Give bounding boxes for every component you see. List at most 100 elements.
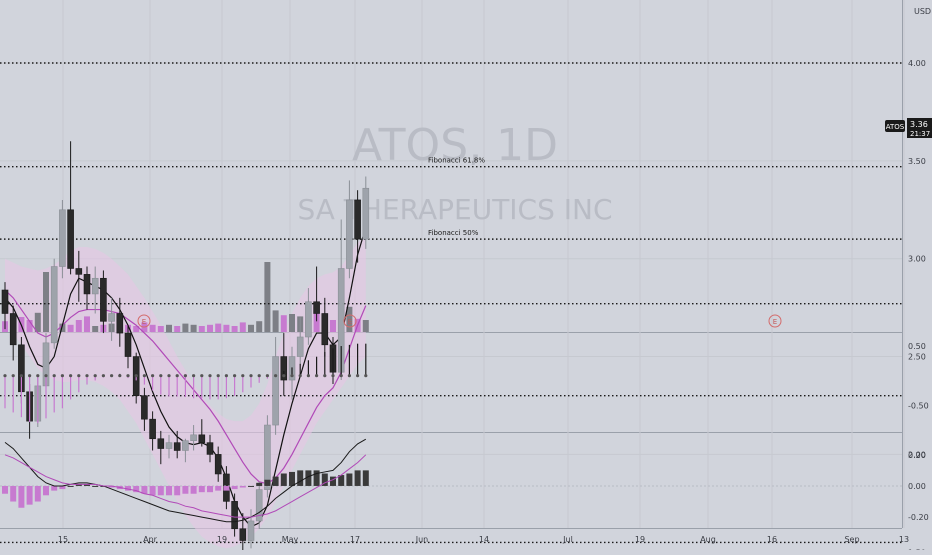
macd-histogram-bar <box>2 485 8 494</box>
candle-body[interactable] <box>157 438 165 449</box>
oscillator-dot <box>183 374 187 378</box>
volume-bar <box>182 323 189 332</box>
candle-body[interactable] <box>83 274 91 295</box>
time-axis[interactable]: 15 Apr 19 May 17 Jun 14 Jul 19 Aug 16 Sep 13 <box>58 535 909 544</box>
candle-body[interactable] <box>296 336 304 357</box>
macd-histogram-bar <box>166 485 172 496</box>
volume-bar <box>75 320 82 332</box>
macd-histogram-bar <box>84 484 90 486</box>
macd-histogram-bar <box>223 485 230 491</box>
oscillator-dot <box>77 374 81 378</box>
price-tag-countdown: 21:37 <box>910 130 930 138</box>
macd-histogram-bar <box>92 485 99 487</box>
oscillator-dot <box>134 374 138 378</box>
macd-histogram-bar <box>182 485 189 494</box>
candle-body[interactable] <box>198 434 206 443</box>
candle-body[interactable] <box>354 199 361 240</box>
macd-histogram-bar <box>141 485 148 494</box>
candle-body[interactable] <box>255 489 263 522</box>
candle-body[interactable] <box>116 313 124 334</box>
oscillator-dot <box>265 374 269 378</box>
candle-body[interactable] <box>214 454 222 475</box>
oscillator-dot <box>93 374 97 378</box>
macd-histogram-bar <box>215 485 222 491</box>
macd-tick-label: 0.00 <box>908 482 926 491</box>
oscillator-dot <box>290 374 294 378</box>
candle-body[interactable] <box>50 266 58 344</box>
candle-body[interactable] <box>182 440 189 451</box>
level-label: Fibonacci 50% <box>428 229 479 237</box>
earnings-marker-label: E <box>348 318 352 326</box>
oscillator-dot <box>347 374 351 378</box>
oscillator-pane[interactable] <box>3 343 368 424</box>
oscillator-dot <box>118 374 122 378</box>
price-tag-value: 3.36 <box>910 120 928 129</box>
candle-body[interactable] <box>231 501 238 530</box>
macd-pane[interactable] <box>0 438 902 523</box>
candle-body[interactable] <box>346 199 353 269</box>
macd-histogram-bar <box>18 485 25 508</box>
candle-body[interactable] <box>305 301 312 338</box>
candle-body[interactable] <box>280 356 288 381</box>
oscillator-dot <box>306 374 310 378</box>
earnings-marker[interactable]: E <box>343 314 357 328</box>
candle-body[interactable] <box>165 442 173 449</box>
candle-body[interactable] <box>247 520 255 541</box>
candle-body[interactable] <box>9 313 17 346</box>
candle-body[interactable] <box>91 277 99 295</box>
oscillator-dot <box>323 374 327 378</box>
volume-bar <box>280 315 287 332</box>
candle-body[interactable] <box>100 277 107 322</box>
oscillator-dot <box>175 374 179 378</box>
volume-bar <box>84 316 90 332</box>
symbol-tag: ATOS <box>886 123 905 131</box>
macd-histogram-bar <box>305 470 312 486</box>
volume-bar <box>362 320 369 332</box>
candle-body[interactable] <box>141 395 148 420</box>
earnings-marker[interactable]: E <box>137 314 151 328</box>
candle-body[interactable] <box>1 289 9 314</box>
oscillator-dot <box>28 374 32 378</box>
macd-histogram-bar <box>10 485 17 502</box>
volume-bar <box>43 272 49 332</box>
macd-histogram-bar <box>108 485 115 488</box>
candle-body[interactable] <box>124 332 132 357</box>
candle-body[interactable] <box>149 418 156 440</box>
candle-body[interactable] <box>264 424 271 490</box>
volume-bar <box>157 326 164 332</box>
candle-body[interactable] <box>67 209 74 269</box>
time-tick-label: 15 <box>58 535 68 544</box>
macd-histogram-bar <box>133 485 140 493</box>
candle-body[interactable] <box>108 313 115 322</box>
candle-body[interactable] <box>272 356 279 426</box>
oscillator-dot <box>11 374 15 378</box>
macd-histogram-bar <box>272 476 279 486</box>
macd-histogram-bar <box>174 485 181 496</box>
macd-histogram-bar <box>190 485 197 494</box>
macd-histogram-bar <box>59 485 66 490</box>
volume-bar <box>26 320 33 332</box>
oscillator-dot <box>200 374 204 378</box>
candle-body[interactable] <box>75 268 83 275</box>
candle-body[interactable] <box>321 313 329 346</box>
oscillator-dot <box>315 374 319 378</box>
candle-body[interactable] <box>362 187 370 240</box>
macd-histogram-bar <box>248 485 254 487</box>
earnings-marker[interactable]: E <box>768 314 782 328</box>
macd-histogram-bar <box>280 473 287 486</box>
candle-body[interactable] <box>173 442 181 451</box>
macd-histogram-bar <box>26 485 33 505</box>
macd-histogram-bar <box>264 479 271 486</box>
candle-body[interactable] <box>239 528 247 541</box>
price-tick-label: 2.00 <box>908 450 926 459</box>
macd-histogram-bar <box>346 473 353 486</box>
volume-bar <box>174 326 181 332</box>
candle-body[interactable] <box>59 209 66 267</box>
macd-histogram-bar <box>330 476 336 486</box>
volume-bar <box>67 324 74 332</box>
candle-body[interactable] <box>206 442 214 455</box>
candle-body[interactable] <box>313 301 320 314</box>
candle-body[interactable] <box>190 434 197 442</box>
